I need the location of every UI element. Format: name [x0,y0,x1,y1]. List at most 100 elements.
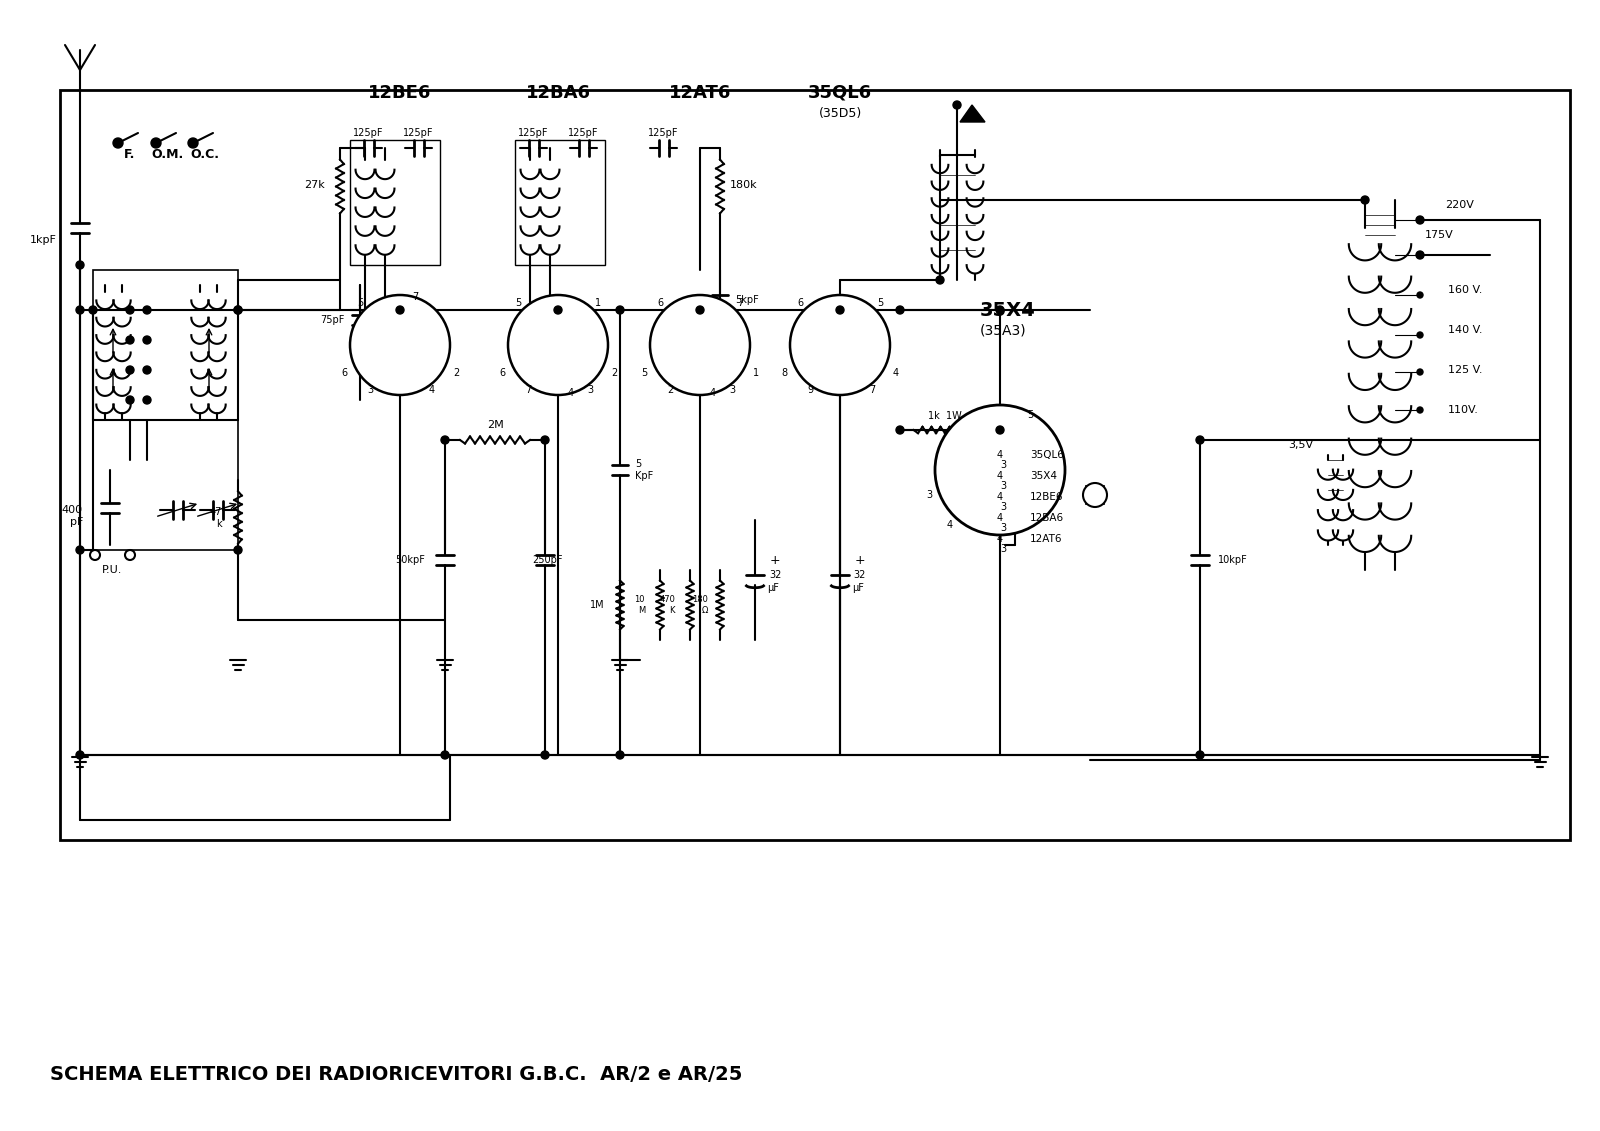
Circle shape [616,751,624,759]
Text: 3: 3 [366,385,373,395]
Text: O.C.: O.C. [190,148,219,162]
Circle shape [442,751,450,759]
Text: 32: 32 [770,570,781,580]
Text: 32: 32 [854,570,866,580]
Text: 35X4: 35X4 [1030,470,1058,481]
Text: 3: 3 [1000,523,1006,533]
Text: 3: 3 [730,385,734,395]
Text: 7: 7 [738,297,742,308]
Text: 3: 3 [587,385,594,395]
Circle shape [1416,251,1424,259]
Text: +: + [854,553,866,567]
Text: 5: 5 [515,297,522,308]
Circle shape [114,138,123,148]
Text: 160 V.: 160 V. [1448,285,1482,295]
Text: P.U.: P.U. [102,566,122,575]
Circle shape [150,138,162,148]
Text: 35QL6: 35QL6 [808,84,872,102]
Text: 12BA6: 12BA6 [1030,513,1064,523]
Text: 8: 8 [781,368,787,378]
Circle shape [616,307,624,314]
Circle shape [790,295,890,395]
Circle shape [995,307,1005,314]
Text: 7: 7 [525,385,531,395]
Circle shape [189,138,198,148]
Circle shape [77,261,83,269]
Text: 220V: 220V [1445,200,1474,210]
Text: 12BA6: 12BA6 [525,84,590,102]
Circle shape [541,751,549,759]
Text: 2: 2 [453,368,459,378]
Circle shape [934,405,1066,535]
Circle shape [77,546,83,554]
Circle shape [142,366,150,374]
Circle shape [554,307,562,314]
Circle shape [126,307,134,314]
Circle shape [696,307,704,314]
Text: 470
K: 470 K [659,595,675,615]
Text: 125pF: 125pF [518,128,549,138]
Circle shape [126,396,134,404]
Text: 180
Ω: 180 Ω [693,595,707,615]
Text: 12AT6: 12AT6 [1030,534,1062,544]
Text: 7: 7 [411,292,418,302]
Circle shape [125,550,134,560]
Circle shape [142,307,150,314]
Circle shape [1083,483,1107,507]
Circle shape [1197,435,1205,444]
Text: 1: 1 [595,297,602,308]
Text: 47
k: 47 k [210,507,222,529]
Text: 6: 6 [797,297,803,308]
Circle shape [650,295,750,395]
Text: 2: 2 [611,368,618,378]
Circle shape [234,307,242,314]
Text: 4: 4 [997,470,1003,481]
Circle shape [936,276,944,284]
Circle shape [896,307,904,314]
Text: 4: 4 [568,388,574,398]
Text: 125pF: 125pF [648,128,678,138]
Text: SCHEMA ELETTRICO DEI RADIORICEVITORI G.B.C.  AR/2 e AR/25: SCHEMA ELETTRICO DEI RADIORICEVITORI G.B… [50,1065,742,1085]
Text: 1kpF: 1kpF [30,235,58,245]
Circle shape [995,426,1005,434]
Text: pF: pF [70,517,83,527]
Text: 27k: 27k [304,180,325,190]
Circle shape [142,396,150,404]
Text: 4: 4 [710,388,717,398]
Text: 125pF: 125pF [352,128,384,138]
Text: 75pF: 75pF [320,316,346,325]
Circle shape [1418,252,1422,258]
Circle shape [1418,407,1422,413]
Text: 110V.: 110V. [1448,405,1478,415]
Text: 400: 400 [62,506,83,515]
Text: 9: 9 [806,385,813,395]
Text: 35QL6: 35QL6 [1030,450,1064,460]
Circle shape [1416,216,1424,224]
Text: 12BE6: 12BE6 [1030,492,1064,502]
Circle shape [835,307,845,314]
Text: 1M: 1M [590,601,605,610]
Circle shape [1418,217,1422,223]
Text: 2M: 2M [486,420,504,430]
Text: 3: 3 [926,490,931,500]
Circle shape [90,550,99,560]
Bar [61,90,1570,840]
Circle shape [77,751,83,759]
Text: 35X4: 35X4 [979,301,1035,319]
Text: 2: 2 [667,385,674,395]
Text: 5kpF: 5kpF [734,295,758,305]
Text: 4: 4 [997,492,1003,502]
Circle shape [77,307,83,314]
Text: 3: 3 [1000,481,1006,491]
Text: 7: 7 [869,385,875,395]
Circle shape [896,426,904,434]
Text: 3: 3 [1000,502,1006,512]
Text: F.: F. [125,148,136,162]
Text: µF: µF [853,582,864,593]
Circle shape [509,295,608,395]
Bar [515,140,605,265]
Text: 4: 4 [997,450,1003,460]
Text: 4: 4 [997,534,1003,544]
Circle shape [126,336,134,344]
Text: 4: 4 [997,513,1003,523]
